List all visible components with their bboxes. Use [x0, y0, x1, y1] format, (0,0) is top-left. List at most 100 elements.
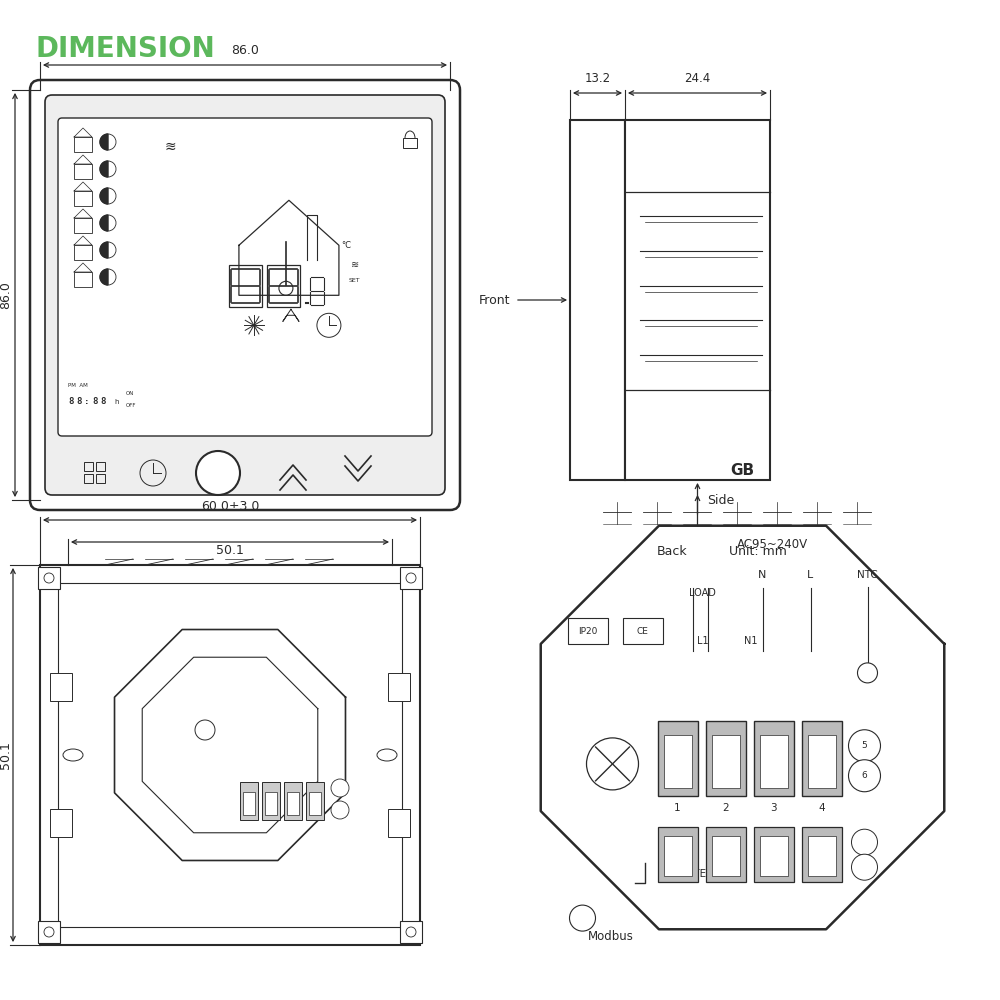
- Text: ON: ON: [126, 391, 134, 396]
- Bar: [84, 474, 93, 483]
- Text: 4: 4: [818, 803, 825, 813]
- Bar: [38, 921, 60, 943]
- Circle shape: [44, 573, 54, 583]
- Bar: [74, 218, 92, 233]
- Bar: [388, 809, 410, 837]
- Circle shape: [570, 905, 596, 931]
- Bar: [568, 618, 608, 644]
- Bar: [760, 735, 788, 788]
- Bar: [74, 164, 92, 179]
- Bar: [96, 474, 105, 483]
- Polygon shape: [100, 242, 108, 258]
- Circle shape: [852, 854, 878, 880]
- Bar: [287, 792, 299, 815]
- Bar: [706, 721, 746, 796]
- Text: 8: 8: [100, 397, 105, 406]
- Circle shape: [852, 829, 878, 855]
- Bar: [754, 827, 794, 882]
- Text: 60.0±3.0: 60.0±3.0: [201, 500, 259, 513]
- Circle shape: [849, 730, 881, 762]
- Bar: [706, 827, 746, 882]
- Text: L: L: [807, 570, 814, 580]
- Text: 8: 8: [92, 397, 97, 406]
- Text: 50.1: 50.1: [0, 741, 13, 769]
- Bar: [306, 782, 324, 820]
- Polygon shape: [100, 188, 108, 204]
- Bar: [664, 836, 692, 876]
- Bar: [240, 782, 258, 820]
- Text: DIMENSION: DIMENSION: [35, 35, 215, 63]
- Bar: [658, 827, 698, 882]
- Text: h: h: [114, 399, 118, 405]
- Text: OFF: OFF: [126, 403, 136, 408]
- FancyBboxPatch shape: [58, 118, 432, 436]
- Text: NTC: NTC: [857, 570, 878, 580]
- Bar: [50, 673, 72, 701]
- Text: °C: °C: [341, 241, 351, 250]
- Circle shape: [196, 451, 240, 495]
- Text: AC95~240V: AC95~240V: [737, 538, 808, 551]
- Text: PM  AM: PM AM: [68, 383, 88, 388]
- Text: ≋: ≋: [351, 260, 359, 270]
- Text: 86.0: 86.0: [0, 281, 12, 309]
- Text: Front: Front: [479, 294, 510, 306]
- Text: 5: 5: [862, 741, 867, 750]
- Text: Unit: mm: Unit: mm: [729, 545, 786, 558]
- Bar: [74, 191, 92, 206]
- Text: A (RED): A (RED): [658, 832, 698, 842]
- Bar: [400, 567, 422, 589]
- Bar: [400, 921, 422, 943]
- Circle shape: [849, 760, 881, 792]
- Polygon shape: [100, 215, 108, 231]
- Circle shape: [44, 927, 54, 937]
- Polygon shape: [541, 526, 944, 929]
- Text: 3: 3: [770, 803, 777, 813]
- Text: Modbus: Modbus: [588, 930, 633, 944]
- Text: N1: N1: [744, 636, 757, 646]
- Circle shape: [406, 927, 416, 937]
- Bar: [265, 792, 277, 815]
- Bar: [808, 836, 836, 876]
- Bar: [38, 567, 60, 589]
- Text: CE: CE: [637, 626, 648, 636]
- Text: Back: Back: [657, 545, 688, 558]
- Text: 13.2: 13.2: [584, 72, 611, 85]
- Bar: [658, 721, 698, 796]
- Bar: [284, 782, 302, 820]
- Text: IP20: IP20: [578, 626, 597, 636]
- Text: 8: 8: [68, 397, 73, 406]
- Text: L1: L1: [697, 636, 708, 646]
- Bar: [760, 836, 788, 876]
- Bar: [622, 618, 662, 644]
- Text: N: N: [758, 570, 767, 580]
- Circle shape: [331, 801, 349, 819]
- Circle shape: [331, 779, 349, 797]
- Text: Side: Side: [708, 494, 735, 507]
- Circle shape: [586, 738, 639, 790]
- Bar: [74, 137, 92, 152]
- Circle shape: [195, 720, 215, 740]
- FancyBboxPatch shape: [45, 95, 445, 495]
- Bar: [74, 245, 92, 260]
- Bar: [403, 138, 417, 148]
- Bar: [84, 462, 93, 471]
- Polygon shape: [100, 269, 108, 285]
- Ellipse shape: [63, 749, 83, 761]
- Ellipse shape: [377, 749, 397, 761]
- Bar: [50, 809, 72, 837]
- Bar: [262, 782, 280, 820]
- Bar: [802, 721, 842, 796]
- Text: SET: SET: [349, 278, 361, 283]
- Bar: [625, 120, 770, 480]
- Bar: [808, 735, 836, 788]
- Text: 86.0: 86.0: [231, 44, 259, 57]
- Bar: [96, 462, 105, 471]
- Bar: [712, 836, 740, 876]
- Bar: [74, 272, 92, 287]
- Bar: [664, 735, 692, 788]
- Text: 50.1: 50.1: [216, 544, 244, 557]
- Bar: [309, 792, 321, 815]
- Text: :: :: [84, 397, 89, 406]
- Bar: [40, 565, 420, 945]
- FancyBboxPatch shape: [30, 80, 460, 510]
